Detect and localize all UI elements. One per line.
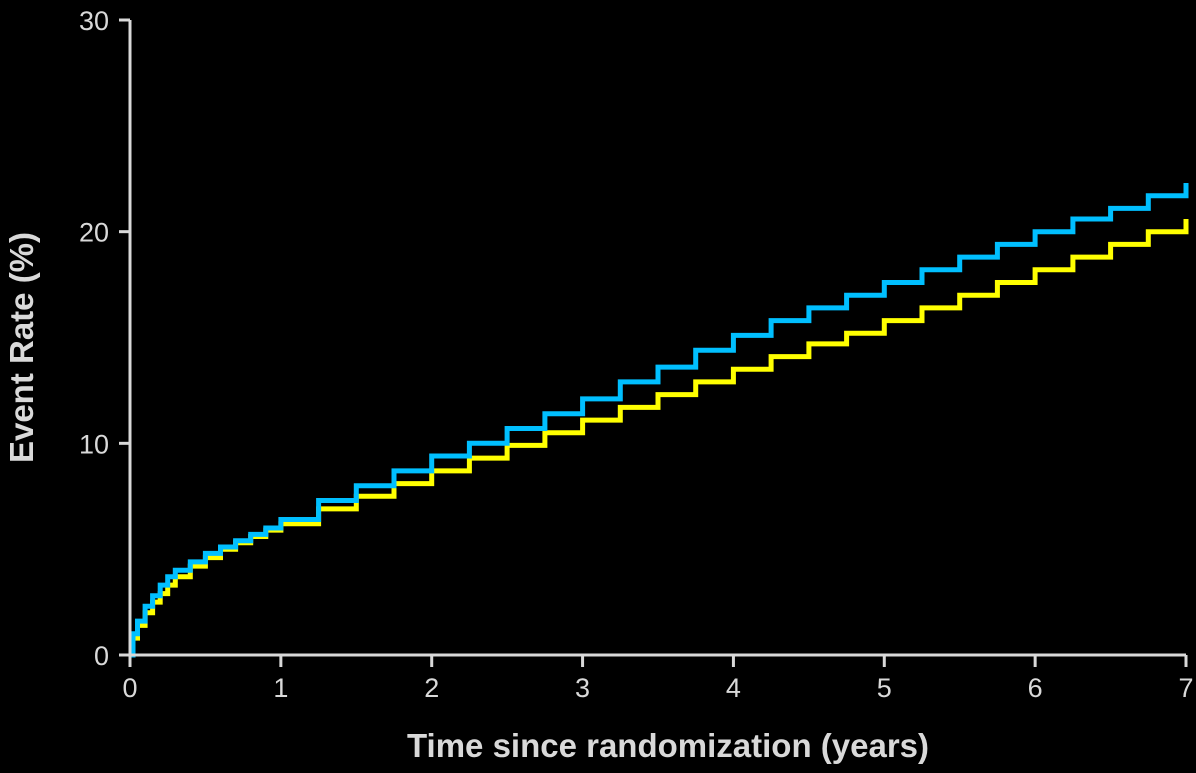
x-tick-label: 0 <box>122 673 137 703</box>
x-tick-label: 7 <box>1178 673 1193 703</box>
y-tick-label: 30 <box>79 6 109 36</box>
x-axis-title: Time since randomization (years) <box>407 727 929 764</box>
y-axis-title: Event Rate (%) <box>3 232 40 463</box>
series-line-2 <box>130 183 1189 658</box>
ticks-layer: 0 1 2 3 4 5 6 7 0 10 20 30 <box>79 6 1194 703</box>
axes-layer <box>128 20 1186 657</box>
series-layer <box>130 183 1189 658</box>
y-tick-label: 20 <box>79 218 109 248</box>
y-tick-label: 0 <box>94 641 109 671</box>
x-tick-label: 5 <box>877 673 892 703</box>
x-tick-label: 6 <box>1028 673 1043 703</box>
y-tick-label: 10 <box>79 429 109 459</box>
x-tick-label: 1 <box>273 673 288 703</box>
x-tick-label: 3 <box>575 673 590 703</box>
x-tick-label: 2 <box>424 673 439 703</box>
x-tick-label: 4 <box>726 673 741 703</box>
